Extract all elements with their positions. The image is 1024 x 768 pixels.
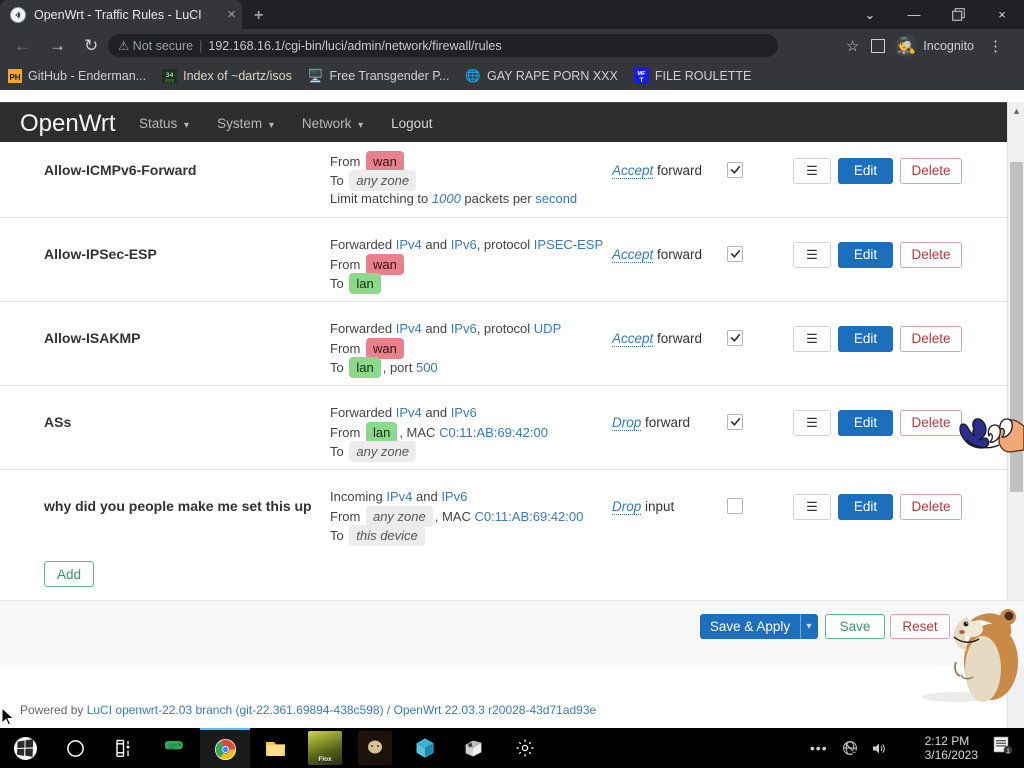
svg-text:T: T <box>639 77 643 84</box>
svg-text:PH: PH <box>9 73 20 82</box>
svg-text:xxx: xxx <box>165 78 174 83</box>
